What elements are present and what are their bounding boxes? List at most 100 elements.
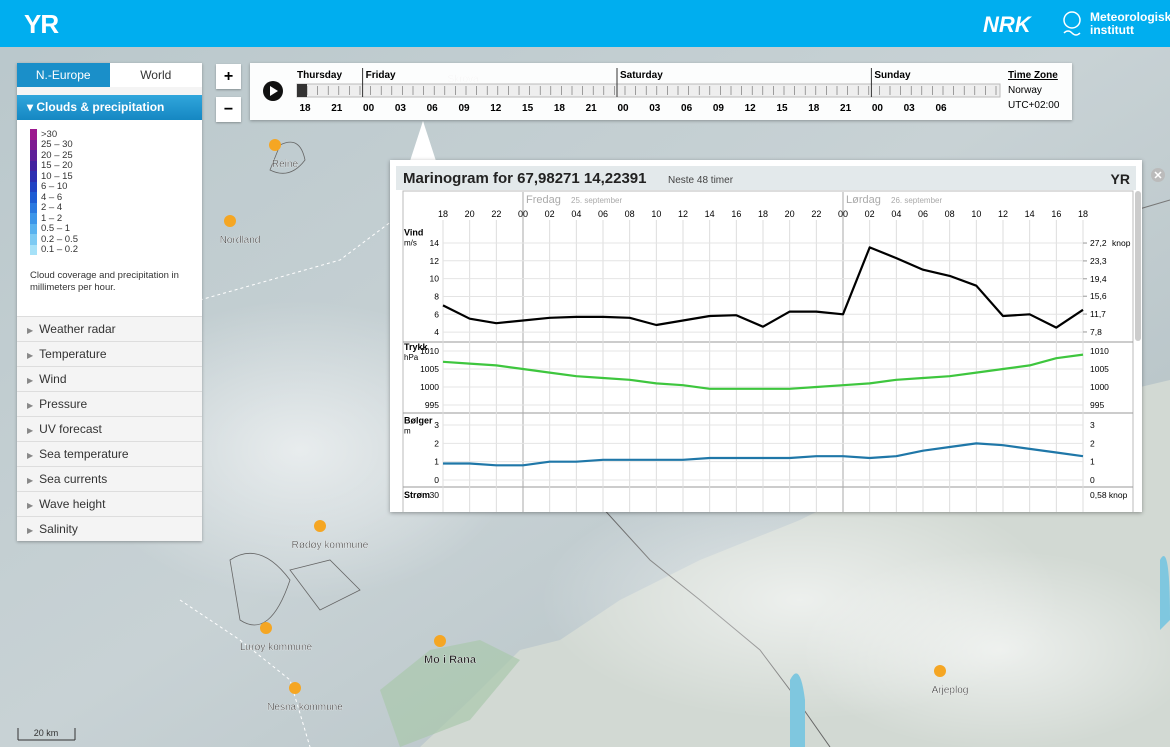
place-label: Nordland — [220, 235, 261, 246]
logo[interactable]: YR — [24, 9, 58, 40]
y-tick-label: 8 — [434, 291, 439, 301]
layer-item[interactable]: ▶Wind — [17, 366, 202, 391]
legend-item: 15 – 20 — [30, 161, 202, 172]
hour-label: 06 — [918, 209, 928, 219]
place-label: Lurøy kommune — [240, 642, 313, 653]
legend-item: 4 – 6 — [30, 192, 202, 203]
y-tick-label: 30 — [430, 490, 440, 500]
legend-swatch — [30, 213, 37, 224]
page: SkrovaReineNordlandRødøy kommuneLurøy ko… — [0, 0, 1170, 747]
layer-label: Sea temperature — [39, 447, 128, 461]
layer-label: UV forecast — [39, 422, 102, 436]
hour-label: 21 — [586, 103, 598, 114]
scale-label: 20 km — [34, 728, 59, 738]
layer-label: Weather radar — [39, 322, 115, 336]
layer-item[interactable]: ▶Salinity — [17, 516, 202, 541]
hour-label: 04 — [571, 209, 581, 219]
legend-item: 25 – 30 — [30, 140, 202, 151]
y2-tick-label: 2 — [1090, 438, 1095, 448]
layer-arrow: ▶ — [27, 401, 33, 410]
legend-item: 6 – 10 — [30, 182, 202, 193]
day-date: 25. september — [571, 196, 622, 205]
layer-item[interactable]: ▶Temperature — [17, 341, 202, 366]
tab[interactable]: World — [110, 63, 203, 87]
legend-swatch — [30, 224, 37, 235]
hour-label: 21 — [331, 103, 343, 114]
layer-arrow: ▶ — [27, 326, 33, 335]
timeline: Time Zone Norway UTC+02:00 18Thursday210… — [250, 63, 1072, 120]
header: YR NRK Meteorologisk institutt — [0, 0, 1170, 47]
day-label: Friday — [366, 70, 396, 81]
y2-tick-label: 7,8 — [1090, 327, 1102, 337]
layer-arrow: ▶ — [27, 451, 33, 460]
y2-tick-label: 19,4 — [1090, 274, 1107, 284]
layer-arrow: ▶ — [27, 501, 33, 510]
legend-swatch — [30, 161, 37, 172]
place-label: Rødøy kommune — [292, 540, 369, 551]
hour-label: 03 — [395, 103, 407, 114]
hour-label: 02 — [865, 209, 875, 219]
hour-label: 15 — [776, 103, 788, 114]
day-label: Thursday — [297, 70, 342, 81]
hour-label: 18 — [808, 103, 820, 114]
hour-label: 00 — [363, 103, 375, 114]
time-knob[interactable] — [297, 84, 307, 97]
panel-label: Bølger — [404, 416, 433, 426]
hour-label: 20 — [785, 209, 795, 219]
day-date: 26. september — [891, 196, 942, 205]
hour-label: 16 — [1051, 209, 1061, 219]
weather-icon — [434, 635, 446, 647]
y-tick-label: 3 — [434, 420, 439, 430]
legend-item: 1 – 2 — [30, 213, 202, 224]
layer-item[interactable]: ▶UV forecast — [17, 416, 202, 441]
partner-logo[interactable]: NRK — [983, 12, 1031, 38]
legend-swatch — [30, 171, 37, 182]
layer-item[interactable]: ▶ Pressure — [17, 391, 202, 416]
place-label: Arjeplog — [932, 685, 969, 696]
hour-label: 03 — [904, 103, 916, 114]
y2-tick-label: 11,7 — [1090, 309, 1106, 319]
y2-tick-label: 995 — [1090, 400, 1104, 410]
hour-label: 08 — [625, 209, 635, 219]
legend-item: 0.2 – 0.5 — [30, 234, 202, 245]
legend-label: 10 – 15 — [41, 171, 73, 182]
y-tick-label: 14 — [430, 238, 440, 248]
legend-item: 20 – 25 — [30, 150, 202, 161]
hour-label: 03 — [649, 103, 661, 114]
institute-line: institutt — [1090, 24, 1170, 37]
timezone-title[interactable]: Time Zone — [1008, 70, 1058, 81]
y-tick-label: 12 — [430, 256, 440, 266]
legend-label: 0.2 – 0.5 — [41, 234, 78, 245]
layer-item[interactable]: ▶Sea currents — [17, 466, 202, 491]
y2-tick-label: 27,2 — [1090, 238, 1107, 248]
layer-item[interactable]: ▶ Sea temperature — [17, 441, 202, 466]
y-tick-label: 4 — [434, 327, 439, 337]
zoom-in[interactable]: + — [216, 64, 241, 89]
tab[interactable]: N.-Europe — [17, 63, 110, 87]
y2-tick-label: 23,3 — [1090, 256, 1107, 266]
legend-swatch — [30, 192, 37, 203]
marinogram-logo: YR — [1111, 171, 1130, 187]
y-tick-label: 995 — [425, 400, 439, 410]
layer-item[interactable]: ▶ Weather radar — [17, 316, 202, 341]
y2-unit: knop — [1112, 238, 1131, 248]
y-tick-label: 1000 — [420, 382, 439, 392]
day-label: Sunday — [874, 70, 911, 81]
y-tick-label: 1010 — [420, 346, 439, 356]
timezone-region: Norway — [1008, 85, 1042, 96]
legend-swatch — [30, 234, 37, 245]
weather-icon — [224, 215, 236, 227]
hour-label: 22 — [811, 209, 821, 219]
legend-swatch — [30, 245, 37, 256]
hour-label: 12 — [490, 103, 502, 114]
layer-item[interactable]: ▶Wave height — [17, 491, 202, 516]
active-layer[interactable]: ▾ Clouds & precipitation — [17, 95, 202, 120]
layer-label: Pressure — [39, 397, 87, 411]
close-button[interactable] — [1150, 167, 1166, 183]
zoom-out[interactable]: − — [216, 97, 241, 122]
popup-pointer — [408, 119, 438, 161]
y-tick-label: 10 — [430, 274, 440, 284]
y2-tick-label: 1010 — [1090, 346, 1109, 356]
legend-label: 15 – 20 — [41, 160, 73, 171]
legend-item: 0.5 – 1 — [30, 224, 202, 235]
